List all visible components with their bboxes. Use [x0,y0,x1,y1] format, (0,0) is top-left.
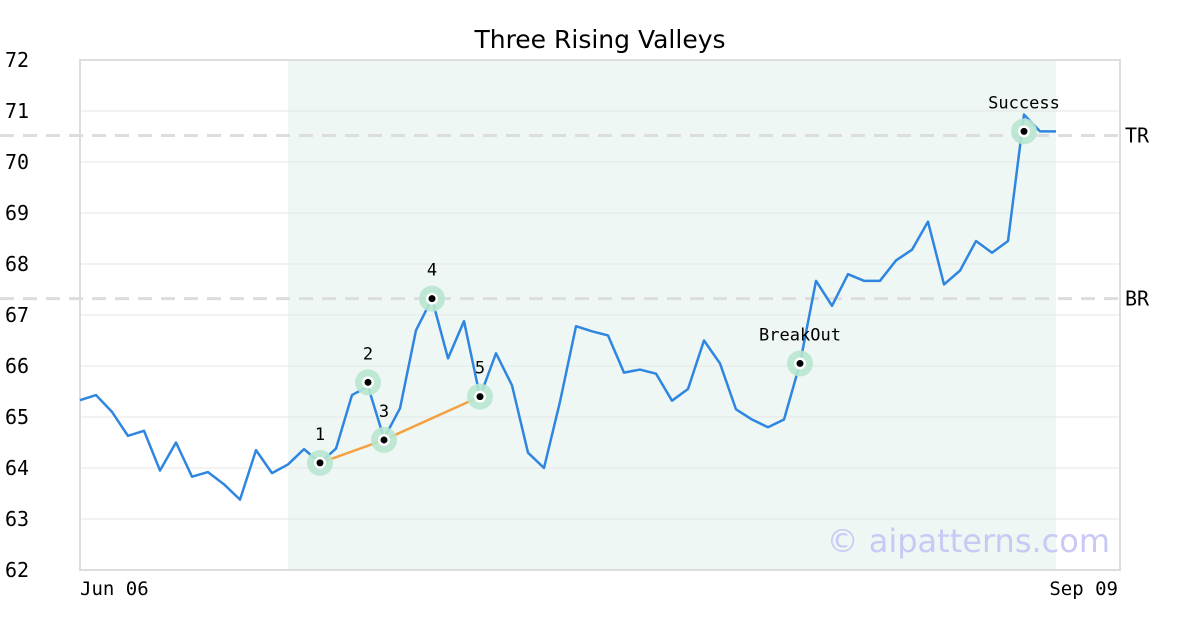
point-label: 4 [427,261,437,281]
plot-frame [79,59,1121,571]
reference-label-tr: TR [1125,123,1150,147]
price-series-line [79,113,1056,501]
point-label: Success [988,93,1060,113]
point-label: 1 [315,425,325,445]
annotations-layer: 1 2 3 4 5 BreakOut Success [307,93,1060,476]
marker-dot [796,359,804,367]
y-tick-label: 71 [5,99,29,123]
y-tick-label: 68 [5,252,29,276]
x-axis-ticks: Jun 06 Sep 09 [80,578,1118,600]
reference-label-br: BR [1125,287,1150,311]
x-tick-label: Jun 06 [80,578,149,600]
y-tick-label: 62 [5,558,29,582]
y-tick-label: 69 [5,201,29,225]
marker-dot [1020,127,1028,135]
point-label: BreakOut [759,325,841,345]
x-tick-label: Sep 09 [1049,578,1118,600]
y-tick-label: 72 [5,48,29,72]
y-tick-label: 70 [5,150,29,174]
reference-lines-layer: TR BR [0,123,1150,311]
y-tick-label: 64 [5,456,29,480]
marker-dot [380,436,388,444]
marker-dot [428,295,436,303]
marker-dot [316,459,324,467]
point-label: 2 [363,344,373,364]
point-label: 5 [475,359,485,379]
chart-title: Three Rising Valleys [473,25,725,54]
y-tick-label: 67 [5,303,29,327]
y-tick-label: 66 [5,354,29,378]
y-axis-ticks: 62 63 64 65 66 67 68 69 70 71 72 [5,48,29,582]
watermark: © aipatterns.com [827,522,1110,560]
y-tick-label: 63 [5,507,29,531]
y-tick-label: 65 [5,405,29,429]
marker-dot [364,378,372,386]
series-layer [79,113,1056,501]
point-label: 3 [379,402,389,422]
marker-dot [476,393,484,401]
